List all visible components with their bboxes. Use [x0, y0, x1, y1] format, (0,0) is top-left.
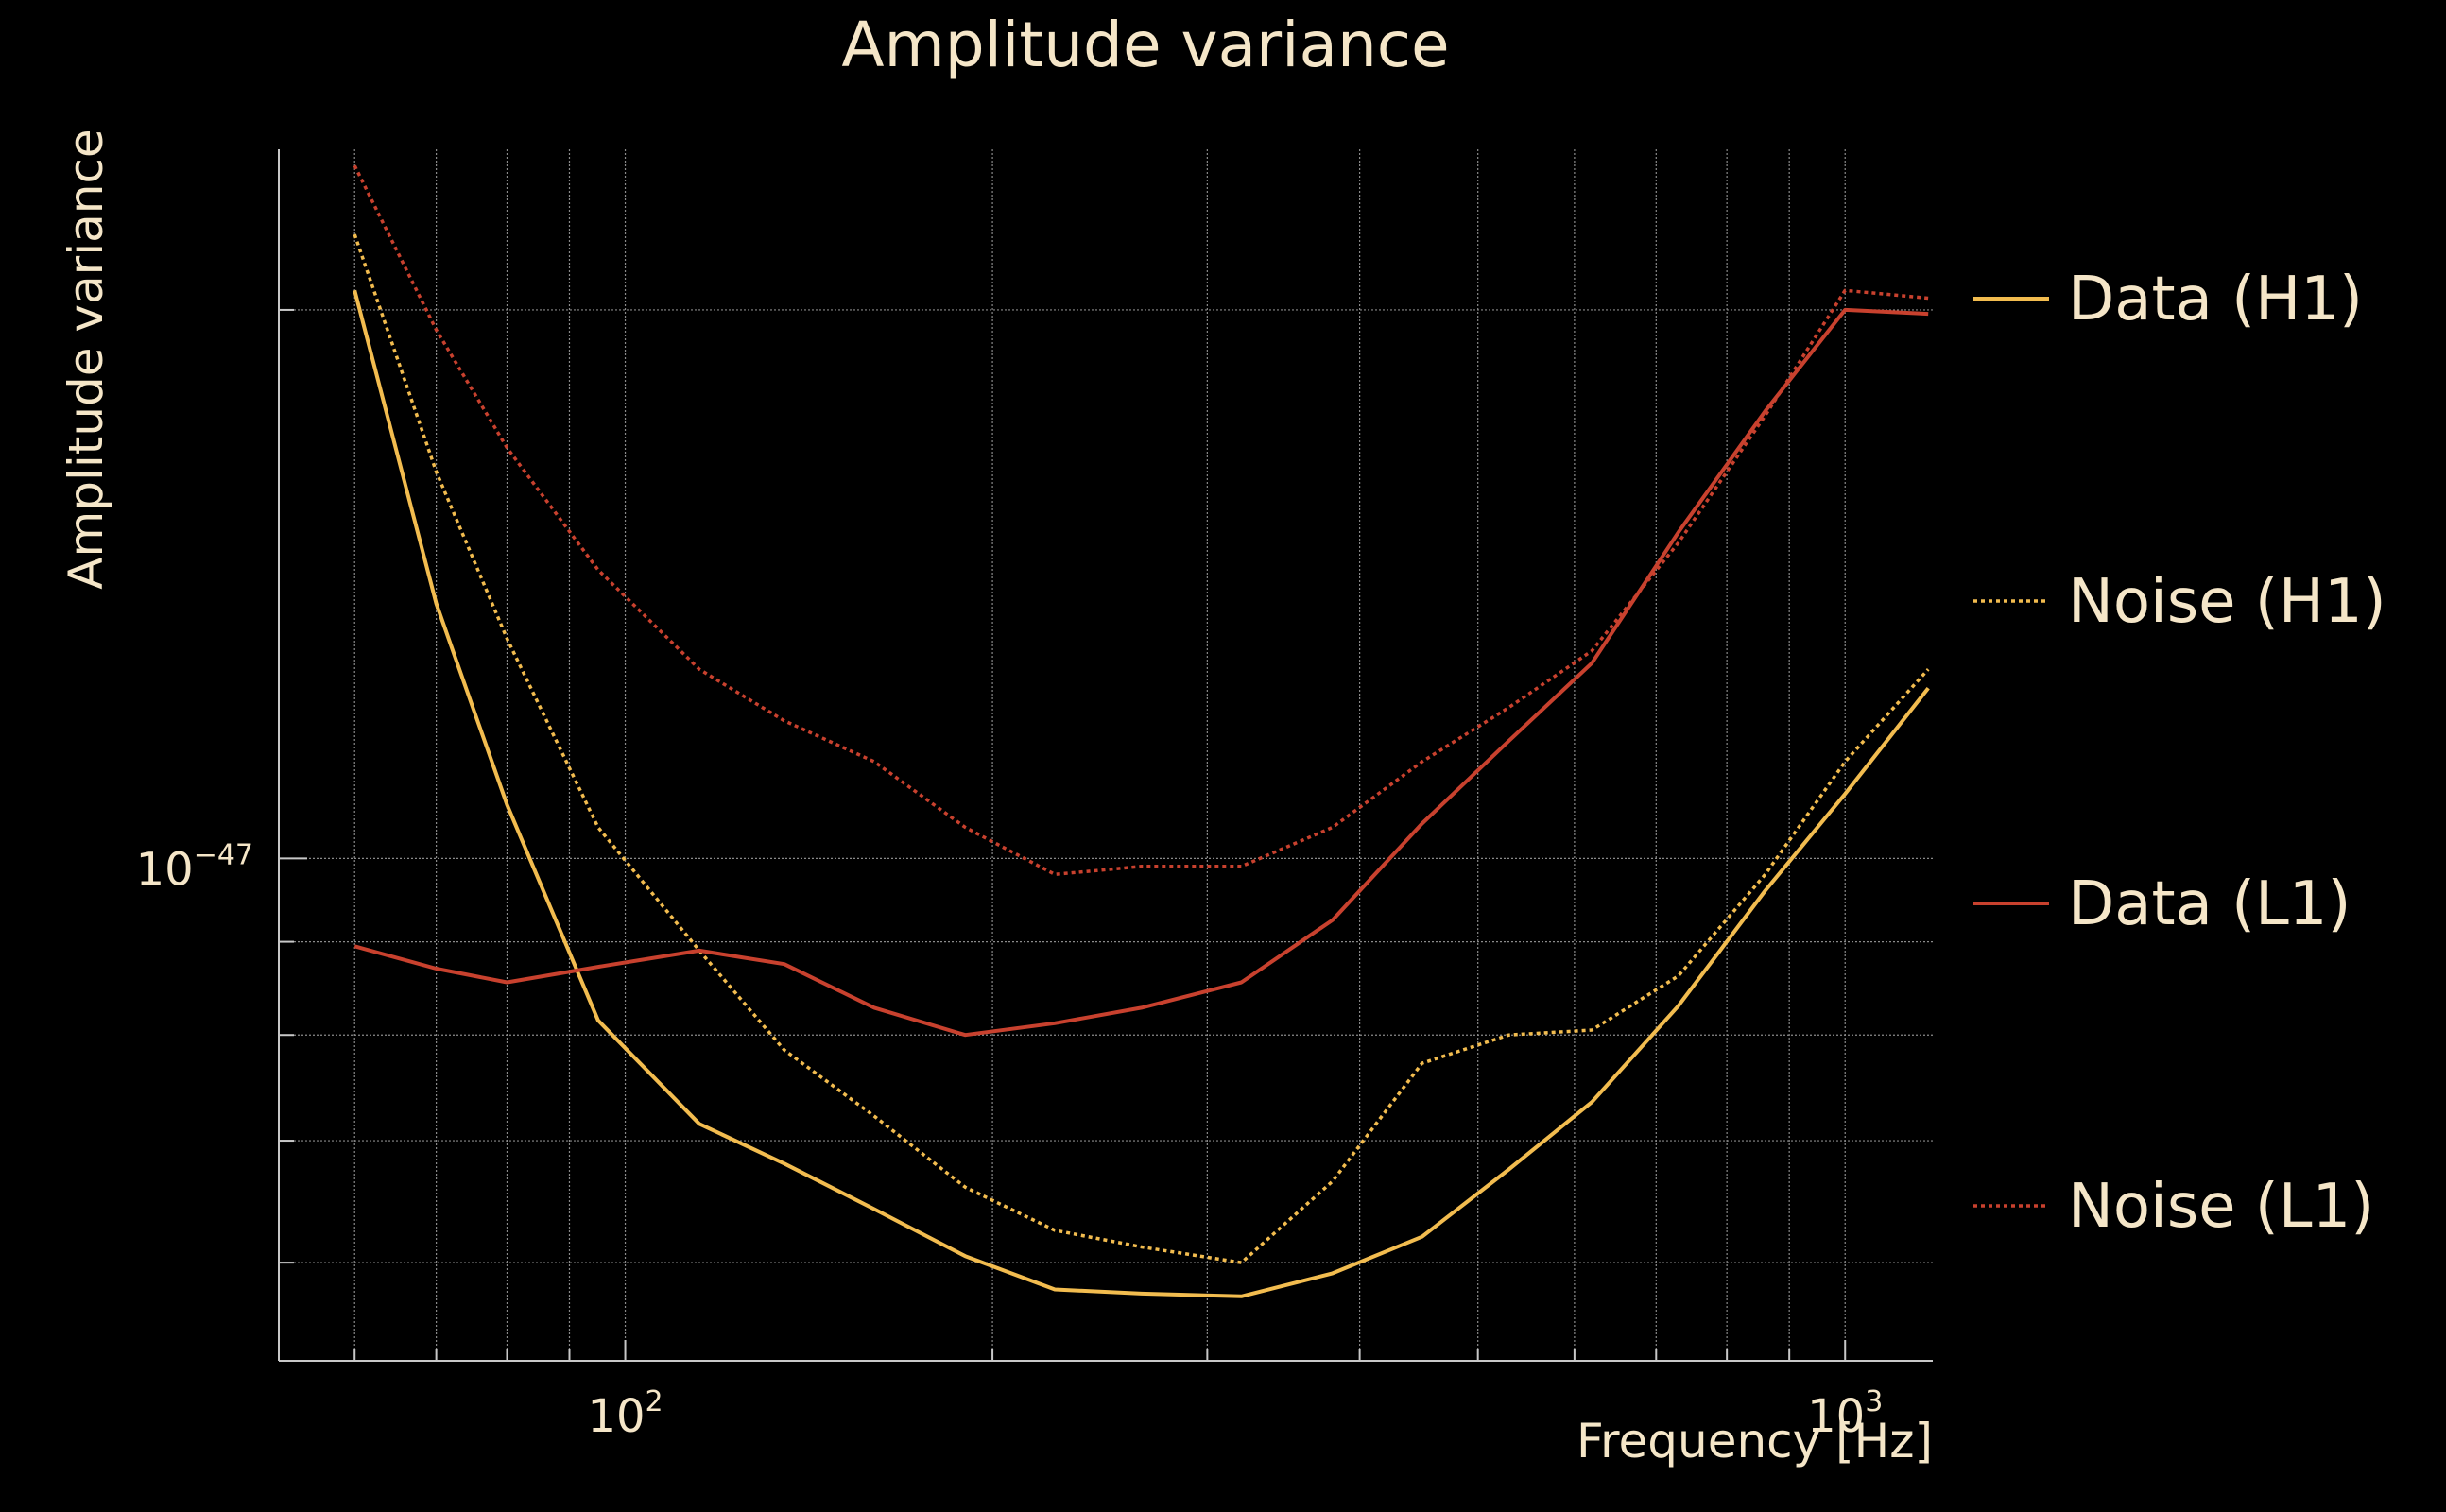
- y-axis-label: Amplitude variance: [59, 129, 113, 589]
- plot-series: [353, 164, 1930, 1298]
- grid-lines: [279, 149, 1933, 1361]
- x-axis-label: Frequency [Hz]: [1576, 1414, 1933, 1469]
- x-tick-label: 102: [587, 1385, 663, 1443]
- chart-title: Amplitude variance: [841, 9, 1449, 81]
- legend-label: Noise (L1): [2068, 1172, 2374, 1242]
- legend-label: Data (L1): [2068, 869, 2351, 939]
- series-line-h1-solid: [353, 289, 1930, 1298]
- x-tick-label: 103: [1807, 1385, 1883, 1443]
- legend-label: Noise (H1): [2068, 567, 2386, 637]
- y-tick-label: 10−47: [136, 838, 253, 896]
- axis-ticks: 102 103 10−47: [136, 308, 1883, 1443]
- legend: Data (H1) Noise (H1) Data (L1) Noise (L1): [1973, 265, 2386, 1242]
- legend-label: Data (H1): [2068, 265, 2363, 335]
- series-line-l1-solid: [353, 307, 1929, 1038]
- series-line-h1-dotted: [353, 233, 1930, 1264]
- series-line-l1-dotted: [353, 164, 1929, 877]
